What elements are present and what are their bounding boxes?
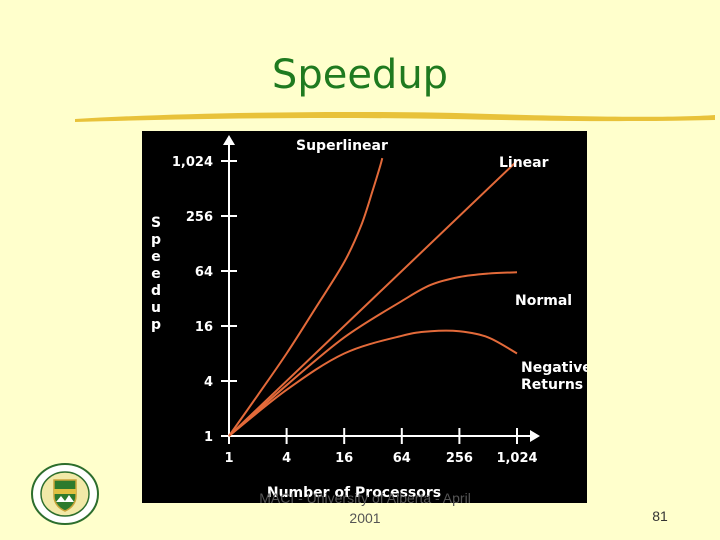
y-tick-label: 4 (204, 375, 213, 390)
series-line-normal (228, 271, 518, 437)
crest-band (54, 489, 76, 494)
label-superlinear: Superlinear (296, 138, 388, 154)
crest-mountains (56, 495, 74, 502)
x-tick-label: 64 (393, 451, 411, 466)
crest-shield (53, 479, 77, 512)
y-axis-arrow (223, 135, 235, 145)
label-normal: Normal (515, 293, 572, 309)
title-underline-stroke (75, 111, 715, 122)
y-tick-label: 1,024 (172, 155, 213, 170)
label-negative: Negative (521, 360, 587, 376)
footer-source: MACI - University of Alberta - April 200… (259, 490, 471, 526)
y-tick-label: 256 (186, 210, 213, 225)
title-underline (75, 111, 715, 122)
series-line-superlinear (228, 157, 384, 437)
y-tick-label: 16 (195, 320, 213, 335)
slide-title: Speedup (271, 52, 449, 98)
x-axis-title: Number of Processors (267, 485, 441, 501)
university-crest-icon (31, 463, 99, 525)
x-tick-label: 4 (282, 451, 291, 466)
series-line-negative-returns (228, 329, 518, 437)
y-tick-label: 64 (195, 265, 213, 280)
label-returns: Returns (521, 377, 583, 393)
x-tick-label: 1,024 (496, 451, 537, 466)
x-axis-arrow (530, 430, 540, 442)
label-linear: Linear (499, 155, 549, 171)
series-line-linear (228, 160, 518, 437)
page-number: 81 (652, 508, 668, 524)
x-tick-label: 256 (446, 451, 473, 466)
x-tick-label: 1 (224, 451, 233, 466)
y-tick-label: 1 (204, 430, 213, 445)
x-tick-label: 16 (335, 451, 353, 466)
